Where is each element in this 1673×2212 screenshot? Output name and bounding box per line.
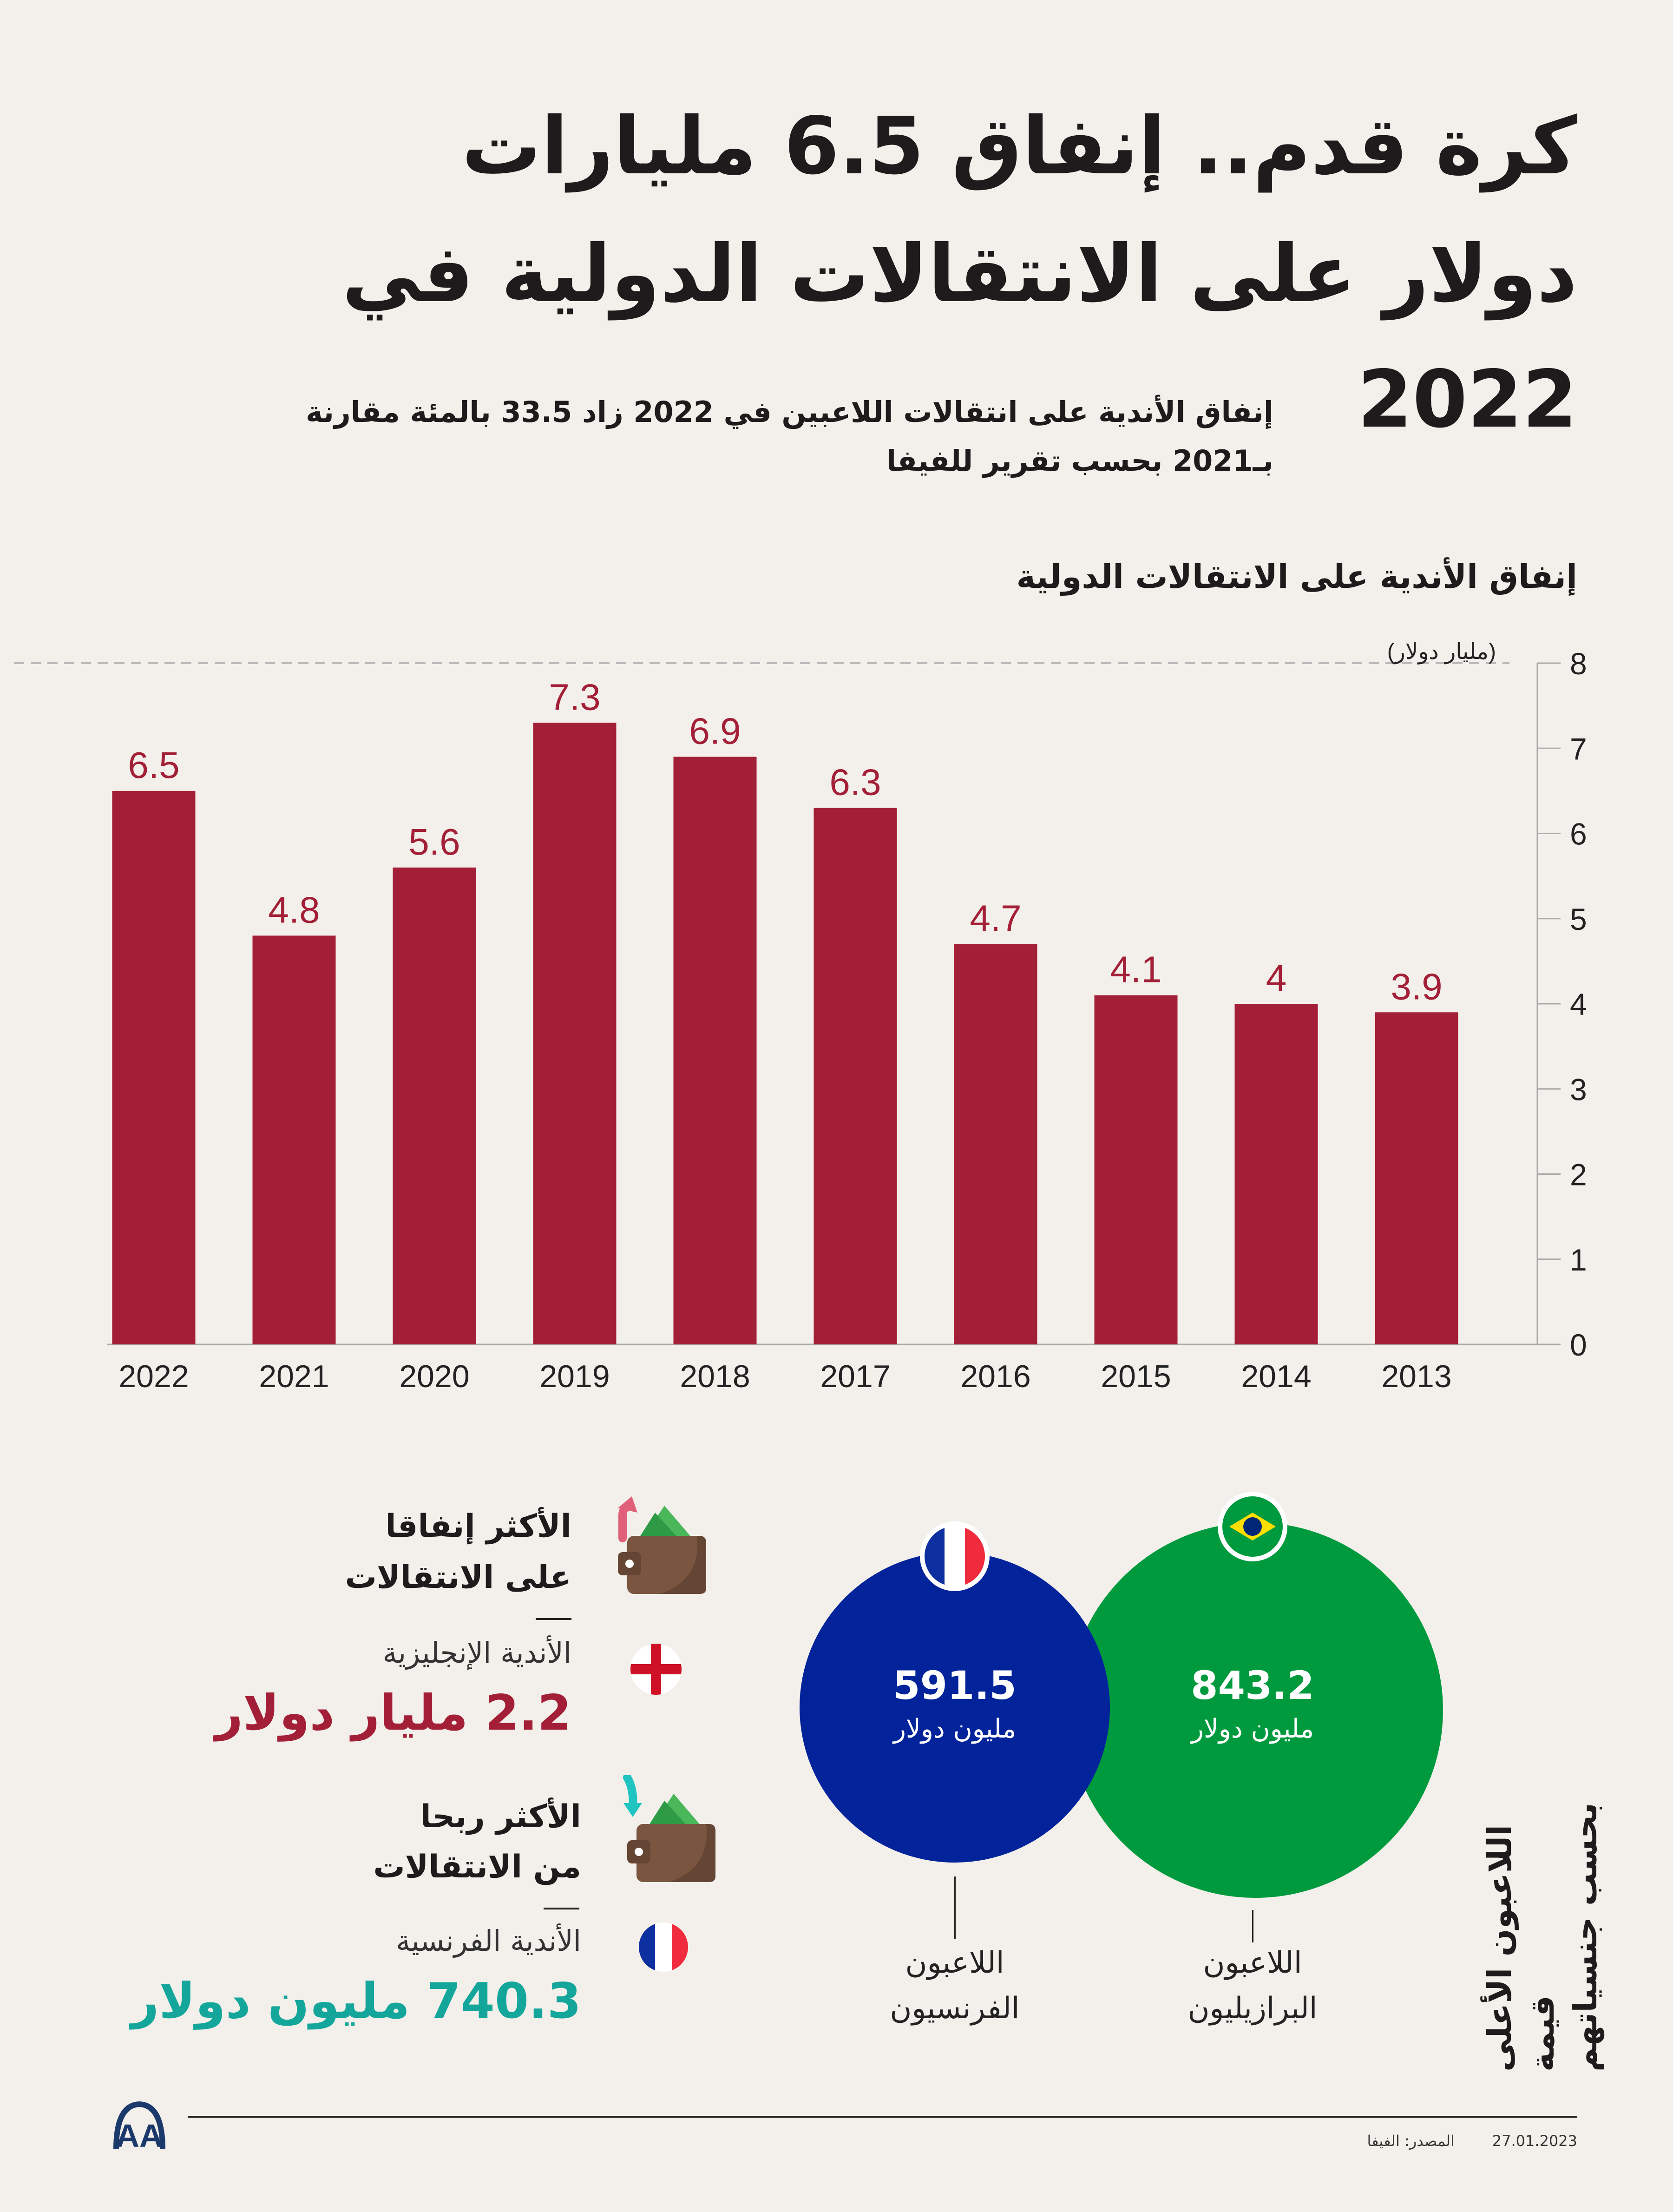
bar-2022 (112, 790, 196, 1344)
footer-rule (188, 2116, 1577, 2118)
bar-2014 (1234, 1004, 1318, 1344)
france-value: 591.5 (893, 1663, 1017, 1708)
subtitle-line-1: إنفاق الأندية على انتقالات اللاعبين في 2… (306, 395, 1273, 429)
headline-line-1: كرة قدم.. إنفاق 6.5 مليارات (461, 100, 1577, 192)
spending-heading-1: الأكثر إنفاقا (385, 1508, 571, 1545)
brazil-circle (1068, 1522, 1443, 1898)
y-tick-label: 0 (1570, 1328, 1587, 1362)
bar-2020 (393, 867, 476, 1344)
footer-date: 27.01.2023 (1492, 2132, 1577, 2150)
x-tick-label: 2016 (960, 1359, 1030, 1394)
spending-amount: 2.2 مليار دولار (215, 1685, 571, 1741)
bar-value-label: 4.7 (970, 898, 1021, 939)
france-unit: مليون دولار (893, 1714, 1017, 1744)
y-tick-label: 4 (1570, 987, 1587, 1021)
bar-value-label: 4.1 (1110, 949, 1161, 990)
brazil-label-line-2: البرازيليون (1188, 1991, 1318, 2026)
y-tick-label: 1 (1570, 1243, 1587, 1277)
bar-chart: 0 1 2 3 4 5 6 7 8 (مليار دولار) 6.5 2022 4.8 2021 5.6 2… (14, 639, 1587, 1394)
brazil-flag-icon (1218, 1492, 1287, 1561)
x-tick-label: 2020 (399, 1359, 469, 1394)
x-tick-label: 2013 (1381, 1359, 1451, 1394)
profit-heading-2: من الانتقالات (373, 1849, 581, 1885)
bar-2016 (954, 944, 1037, 1344)
bar-2021 (252, 935, 336, 1344)
y-tick-label: 5 (1570, 902, 1587, 936)
bar-2018 (673, 757, 757, 1344)
brazil-unit: مليون دولار (1191, 1714, 1314, 1744)
spending-heading-2: على الانتقالات (345, 1559, 571, 1596)
x-tick-label: 2022 (118, 1359, 189, 1394)
subtitle-line-2: بـ2021 بحسب تقرير للفيفا (886, 444, 1273, 478)
headline-year: 2022 (1357, 354, 1577, 446)
bar-2019 (533, 723, 617, 1344)
bar-value-label: 6.5 (128, 744, 179, 786)
y-axis-unit: (مليار دولار) (1387, 639, 1496, 665)
england-flag-icon (630, 1644, 682, 1695)
x-tick-label: 2019 (539, 1359, 610, 1394)
france-flag-icon (920, 1521, 990, 1591)
brazil-label: اللاعبون البرازيليون (1113, 1940, 1392, 2031)
x-tick-label: 2015 (1101, 1359, 1171, 1394)
divider (536, 1618, 571, 1620)
france-label-line-2: الفرنسيون (890, 1991, 1020, 2026)
x-tick-label: 2018 (680, 1359, 750, 1394)
players-title-line-1: اللاعبون الأعلى قيمة (1481, 1824, 1561, 2072)
wallet-down-icon (613, 1773, 720, 1882)
y-tick-label: 2 (1570, 1158, 1587, 1192)
spending-clubs: الأندية الإنجليزية (382, 1636, 571, 1670)
divider (544, 1908, 579, 1909)
profit-clubs: الأندية الفرنسية (396, 1924, 581, 1958)
profit-amount: 740.3 مليون دولار (131, 1973, 581, 2029)
bar-value-label: 6.9 (689, 711, 741, 752)
aa-logo: AA (112, 2100, 167, 2154)
france-label: اللاعبون الفرنسيون (815, 1940, 1094, 2031)
bar-2017 (814, 808, 897, 1344)
bar-2013 (1375, 1012, 1458, 1344)
brazil-label-line-1: اللاعبون (1203, 1946, 1302, 1980)
brazil-leader-line (1252, 1910, 1253, 1942)
bar-2015 (1094, 995, 1178, 1344)
x-tick-label: 2021 (259, 1359, 329, 1394)
france-label-line-1: اللاعبون (905, 1946, 1004, 1980)
bar-value-label: 3.9 (1391, 966, 1442, 1007)
x-tick-label: 2017 (820, 1359, 890, 1394)
aa-logo-text: AA (116, 2118, 163, 2152)
y-tick-label: 3 (1570, 1072, 1587, 1106)
brazil-value: 843.2 (1191, 1663, 1314, 1708)
headline-line-2: دولار على الانتقالات الدولية في (342, 228, 1577, 320)
bar-value-label: 6.3 (829, 762, 881, 803)
y-tick-label: 8 (1570, 646, 1587, 681)
chart-title: إنفاق الأندية على الانتقالات الدولية (1016, 558, 1577, 596)
y-tick-label: 6 (1570, 817, 1587, 851)
footer-source: المصدر: الفيفا (1367, 2132, 1455, 2150)
players-title: اللاعبون الأعلى قيمة بحسب جنسياتهم (1478, 1756, 1607, 2072)
bar-value-label: 5.6 (408, 821, 460, 862)
france-flag-icon (639, 1922, 688, 1972)
france-circle (800, 1552, 1110, 1863)
profit-heading-1: الأكثر ربحا (420, 1798, 581, 1835)
france-leader-line (954, 1876, 956, 1939)
bar-value-label: 4.8 (268, 889, 320, 930)
bar-value-label: 4 (1266, 957, 1287, 999)
wallet-up-icon (604, 1487, 711, 1594)
x-tick-label: 2014 (1241, 1359, 1311, 1394)
y-tick-label: 7 (1570, 731, 1587, 766)
players-title-line-2: بحسب جنسياتهم (1566, 1803, 1604, 2072)
bar-value-label: 7.3 (549, 676, 600, 718)
